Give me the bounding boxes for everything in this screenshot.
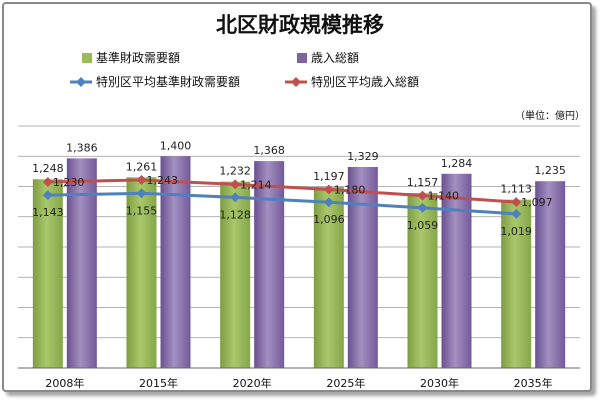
bar [254, 161, 285, 368]
data-label: 1,155 [126, 204, 158, 217]
legend-label: 基準財政需要額 [96, 50, 180, 65]
data-label: 1,232 [219, 165, 251, 178]
line-point [511, 197, 522, 208]
gridlines [18, 125, 580, 369]
legend-label: 特別区平均歳入総額 [311, 74, 419, 89]
data-label: 1,143 [32, 206, 64, 219]
series-lines [42, 174, 522, 219]
data-label: 1,019 [500, 225, 532, 238]
legend-label: 歳入総額 [311, 51, 359, 65]
bar [407, 193, 438, 368]
data-label: 1,235 [534, 164, 566, 177]
bar [66, 158, 97, 368]
data-label: 1,097 [521, 196, 553, 209]
data-label: 1,059 [407, 219, 439, 232]
data-label: 1,386 [66, 141, 98, 154]
x-tick-label: 2035年 [514, 376, 553, 390]
bar [313, 186, 344, 368]
data-labels: 1,248 1,261 1,232 1,197 1,157 1,113 1,386 1,400… [32, 139, 566, 238]
line-point [511, 208, 522, 219]
x-tick-label: 2008年 [45, 376, 84, 390]
data-label: 1,230 [53, 176, 84, 189]
bar [347, 166, 378, 368]
bar [126, 177, 157, 368]
line-point [417, 202, 428, 213]
line-point [42, 190, 53, 201]
legend-swatch [291, 77, 301, 87]
line-point [230, 179, 241, 190]
line-point [230, 192, 241, 203]
x-tick-label: 2015年 [139, 376, 178, 390]
line-point [323, 184, 334, 195]
line-point [323, 197, 334, 208]
data-label: 1,248 [32, 162, 64, 175]
legend-label: 特別区平均基準財政需要額 [96, 74, 240, 89]
data-label: 1,329 [347, 150, 379, 163]
line-point [417, 190, 428, 201]
x-tick-label: 2030年 [420, 376, 459, 390]
bar [160, 156, 191, 368]
chart-title: 北区財政規模推移 [216, 13, 384, 37]
legend-swatch [82, 53, 92, 63]
legend-swatch [76, 77, 86, 87]
data-label: 1,214 [240, 178, 272, 191]
data-label: 1,180 [334, 184, 366, 197]
data-label: 1,096 [313, 213, 345, 226]
data-label: 1,197 [313, 170, 345, 183]
data-label: 1,284 [441, 157, 473, 170]
bar [535, 181, 566, 368]
x-axis: 2008年 2015年 2020年 2025年 2030年 2035年 [18, 367, 580, 390]
unit-label: （単位：億円） [515, 109, 585, 122]
bar [501, 199, 532, 368]
bar [220, 181, 251, 368]
bar [441, 173, 472, 368]
chart-frame [2, 2, 592, 392]
data-label: 1,243 [147, 174, 179, 187]
x-tick-label: 2025年 [326, 376, 365, 390]
data-label: 1,113 [500, 183, 532, 196]
data-label: 1,368 [253, 144, 285, 157]
data-label: 1,157 [407, 176, 439, 189]
line-point [42, 176, 53, 187]
x-tick-label: 2020年 [233, 376, 272, 390]
data-label: 1,140 [428, 190, 460, 203]
data-label: 1,400 [160, 139, 192, 152]
line-point [136, 174, 147, 185]
bar [32, 179, 63, 368]
data-label: 1,261 [126, 160, 158, 173]
bars [32, 156, 566, 368]
legend-swatch [297, 53, 307, 63]
line-point [136, 188, 147, 199]
data-label: 1,128 [219, 208, 251, 221]
series-line [47, 191, 517, 216]
series-line [47, 178, 517, 204]
